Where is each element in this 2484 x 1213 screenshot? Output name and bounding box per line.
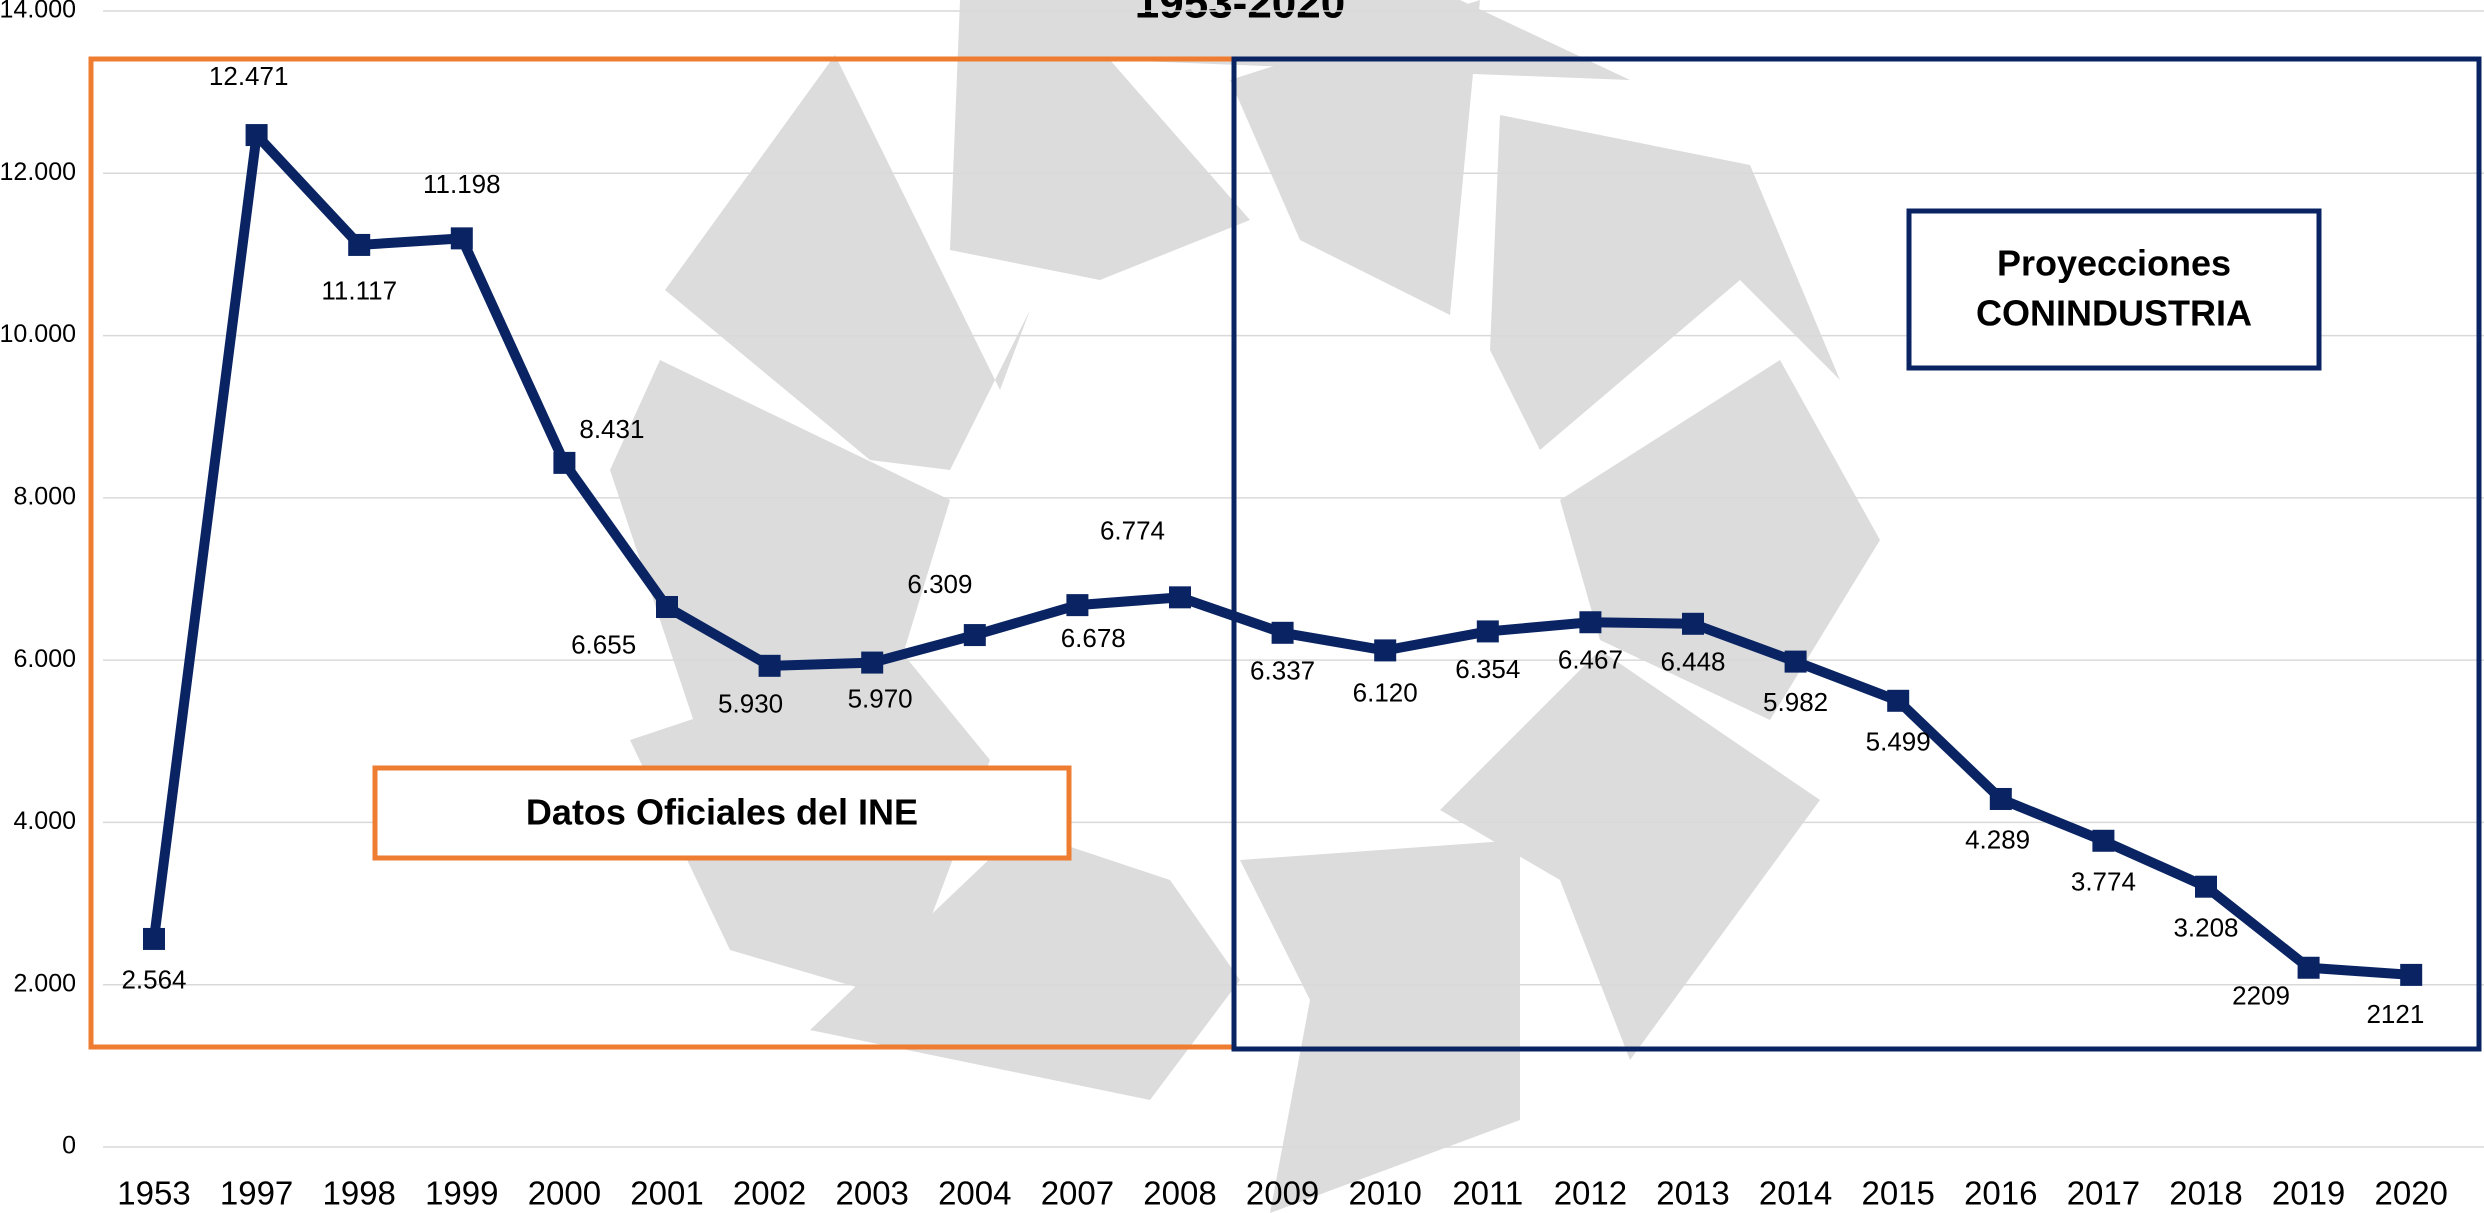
annotation: Proyecciones [1997,243,2231,284]
x-tick-label: 2019 [2272,1175,2345,1212]
chart: 1953-2020 Datos Oficiales del INE Proyec… [0,0,2484,1213]
x-tick-label: 2011 [1452,1175,1523,1212]
marker [553,452,575,474]
marker [1272,622,1294,644]
data-label: 2209 [2232,981,2290,1011]
x-tick-label: 2008 [1143,1175,1216,1212]
x-tick-label: 2003 [835,1175,908,1212]
marker [1682,613,1704,635]
x-tick-label: 1998 [322,1175,395,1212]
data-label: 5.982 [1763,687,1828,717]
y-tick-label: 4.000 [13,807,76,835]
data-label: 5.499 [1866,726,1931,756]
data-label: 3.774 [2071,866,2136,896]
x-tick-label: 2012 [1554,1175,1627,1212]
marker [1477,620,1499,642]
data-label: 6.655 [571,629,636,659]
marker [2400,964,2422,986]
y-tick-label: 2.000 [13,969,76,997]
data-label: 6.309 [907,569,972,599]
y-tick-label: 12.000 [0,158,76,186]
data-label: 2121 [2366,999,2424,1029]
data-label: 6.774 [1100,515,1165,545]
x-tick-label: 1999 [425,1175,498,1212]
marker [348,234,370,256]
marker [451,227,473,249]
data-label: 4.289 [1965,825,2030,855]
marker [1169,586,1191,608]
marker [2298,957,2320,979]
y-tick-label: 0 [62,1132,76,1160]
marker [656,596,678,618]
y-tick-label: 10.000 [0,320,76,348]
annotation: CONINDUSTRIA [1976,293,2252,334]
watermark [610,0,1880,1213]
data-label: 11.117 [321,275,397,305]
marker [964,624,986,646]
x-tick-label: 2010 [1348,1175,1421,1212]
x-tick-label: 2004 [938,1175,1011,1212]
marker [143,928,165,950]
x-tick-label: 2015 [1861,1175,1934,1212]
x-tick-label: 2016 [1964,1175,2037,1212]
x-tick-label: 2018 [2169,1175,2242,1212]
marker [246,124,268,146]
y-tick-label: 14.000 [0,0,76,24]
data-label: 8.431 [579,414,644,444]
data-label: 2.564 [121,965,186,995]
x-tick-label: 1953 [117,1175,190,1212]
data-label: 12.471 [209,61,289,91]
x-tick-label: 2001 [630,1175,703,1212]
data-label: 5.970 [848,683,913,713]
annotation: Datos Oficiales del INE [526,792,918,833]
marker [1990,788,2012,810]
y-tick-label: 6.000 [13,645,76,673]
data-label: 6.448 [1660,646,1725,676]
marker [2092,830,2114,852]
x-tick-label: 2002 [733,1175,806,1212]
x-tick-label: 2009 [1246,1175,1319,1212]
data-label: 5.930 [718,688,783,718]
data-label: 6.678 [1061,623,1126,653]
x-tick-label: 2017 [2067,1175,2140,1212]
data-label: 6.120 [1353,678,1418,708]
x-tick-label: 2020 [2374,1175,2447,1212]
data-label: 11.198 [423,169,501,199]
data-label: 6.467 [1558,645,1623,675]
marker [1374,639,1396,661]
data-label: 3.208 [2173,912,2238,942]
projection-label-box [1909,211,2319,368]
marker [861,652,883,674]
marker [1887,690,1909,712]
x-tick-label: 2007 [1041,1175,1114,1212]
x-tick-label: 2013 [1656,1175,1729,1212]
marker [759,655,781,677]
marker [1066,594,1088,616]
y-tick-label: 8.000 [13,482,76,510]
data-label: 6.354 [1455,654,1520,684]
x-tick-label: 2014 [1759,1175,1832,1212]
x-tick-label: 2000 [528,1175,601,1212]
chart-title: 1953-2020 [1135,0,1345,28]
data-label: 6.337 [1250,655,1315,685]
marker [1579,611,1601,633]
marker [2195,876,2217,898]
marker [1785,651,1807,673]
x-tick-label: 1997 [220,1175,293,1212]
